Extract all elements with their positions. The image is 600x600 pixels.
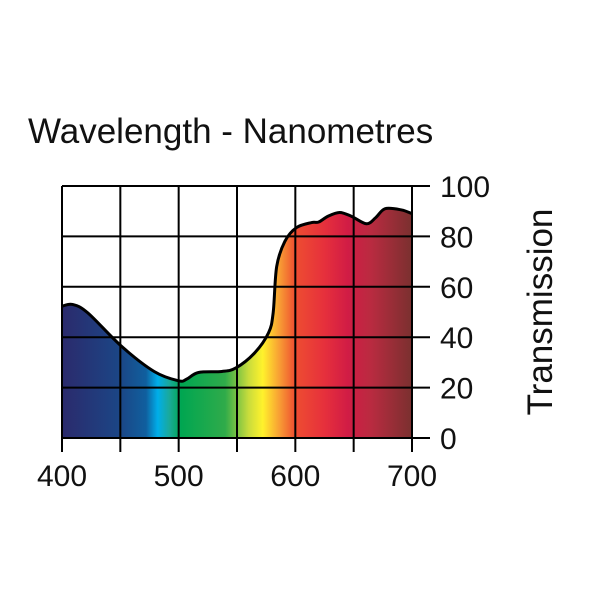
y-tick-label: 0: [440, 423, 457, 456]
transmission-line: [61, 206, 413, 383]
x-tick-label: 500: [154, 460, 204, 493]
chart-title: Wavelength - Nanometres: [28, 112, 433, 151]
x-tick-label: 600: [270, 460, 320, 493]
x-tick-label: 700: [387, 460, 437, 493]
y-axis-label: Transmission: [521, 209, 560, 416]
y-tick-label: 60: [440, 272, 473, 305]
y-tick-label: 100: [440, 171, 490, 204]
y-tick-label: 20: [440, 373, 473, 406]
y-tick-label: 40: [440, 322, 473, 355]
x-tick-label: 400: [37, 460, 87, 493]
y-tick-label: 80: [440, 221, 473, 254]
transmission-area: [62, 208, 412, 438]
